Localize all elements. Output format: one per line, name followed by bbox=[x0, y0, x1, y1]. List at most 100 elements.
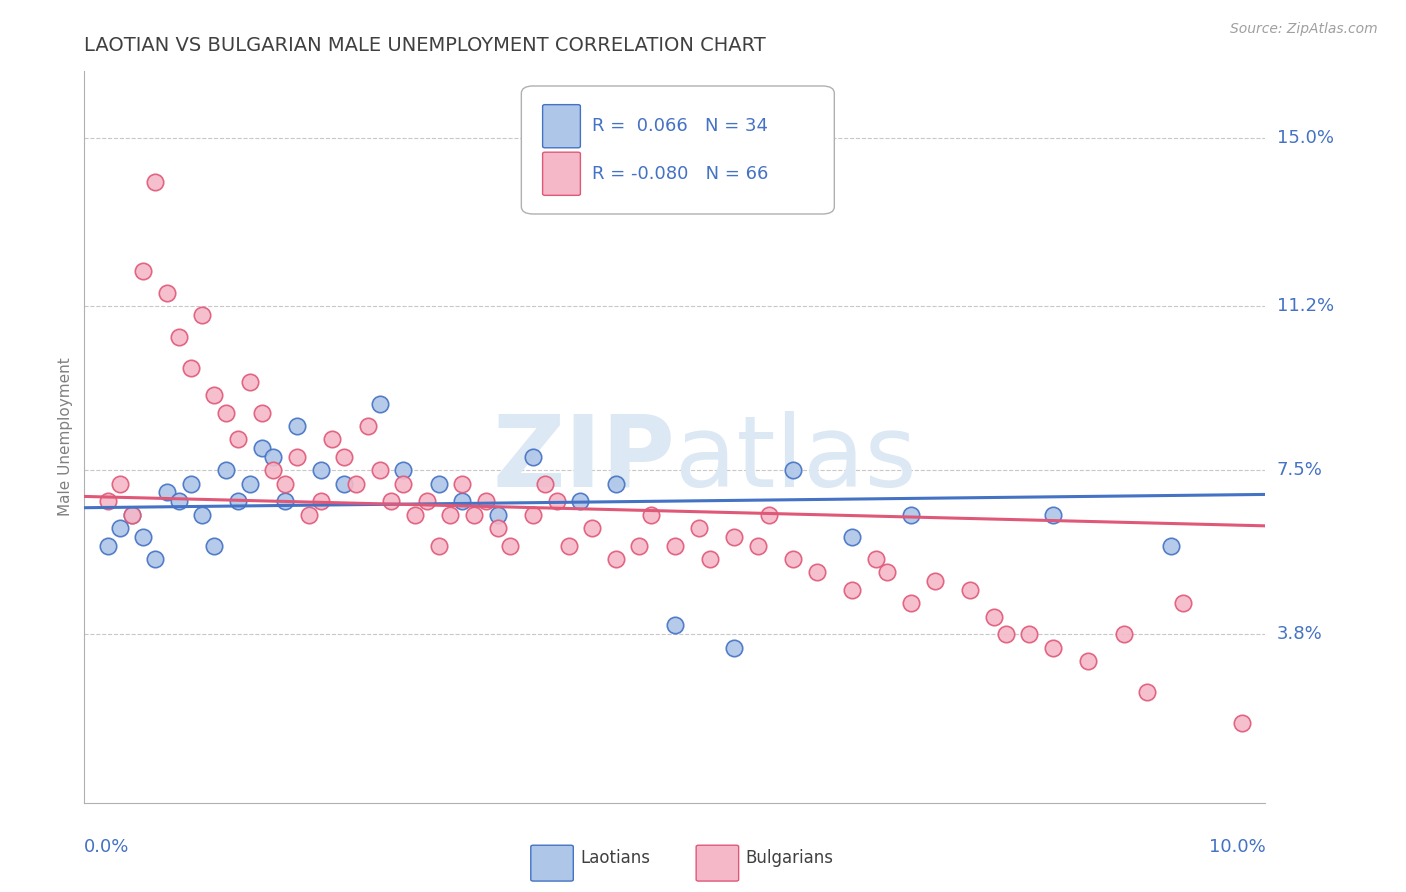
Point bbox=[180, 361, 202, 376]
Point bbox=[439, 508, 461, 522]
FancyBboxPatch shape bbox=[696, 846, 738, 881]
FancyBboxPatch shape bbox=[522, 86, 834, 214]
Point bbox=[108, 476, 131, 491]
Point bbox=[215, 406, 238, 420]
Point bbox=[1171, 596, 1194, 610]
Point bbox=[569, 494, 592, 508]
Point bbox=[262, 450, 284, 464]
Point bbox=[876, 566, 898, 580]
Point bbox=[309, 463, 332, 477]
Text: 11.2%: 11.2% bbox=[1277, 297, 1334, 315]
Point bbox=[226, 494, 249, 508]
Point bbox=[900, 508, 922, 522]
Point bbox=[664, 618, 686, 632]
Point bbox=[557, 539, 579, 553]
Point bbox=[664, 539, 686, 553]
Point bbox=[723, 640, 745, 655]
Point bbox=[416, 494, 439, 508]
Point bbox=[250, 406, 273, 420]
Point bbox=[97, 494, 120, 508]
Point bbox=[239, 375, 262, 389]
Point bbox=[534, 476, 557, 491]
Point bbox=[605, 476, 627, 491]
Point bbox=[262, 463, 284, 477]
Point bbox=[180, 476, 202, 491]
FancyBboxPatch shape bbox=[531, 846, 574, 881]
Text: atlas: atlas bbox=[675, 410, 917, 508]
Point bbox=[581, 521, 603, 535]
Point bbox=[368, 397, 391, 411]
Text: Source: ZipAtlas.com: Source: ZipAtlas.com bbox=[1230, 22, 1378, 37]
Point bbox=[463, 508, 485, 522]
Point bbox=[747, 539, 769, 553]
Point bbox=[486, 508, 509, 522]
Point bbox=[191, 308, 214, 322]
Point bbox=[285, 419, 308, 434]
Point bbox=[782, 463, 804, 477]
Point bbox=[1160, 539, 1182, 553]
Point bbox=[380, 494, 402, 508]
Text: 10.0%: 10.0% bbox=[1209, 838, 1265, 855]
Point bbox=[333, 450, 356, 464]
Point bbox=[900, 596, 922, 610]
Point bbox=[451, 494, 474, 508]
Point bbox=[250, 441, 273, 455]
Point bbox=[841, 582, 863, 597]
Point bbox=[1042, 508, 1064, 522]
Text: ZIP: ZIP bbox=[492, 410, 675, 508]
Text: 7.5%: 7.5% bbox=[1277, 461, 1323, 479]
Point bbox=[298, 508, 321, 522]
Point bbox=[522, 450, 544, 464]
Point bbox=[239, 476, 262, 491]
Point bbox=[357, 419, 380, 434]
Point bbox=[121, 508, 143, 522]
Point bbox=[451, 476, 474, 491]
Point bbox=[167, 494, 190, 508]
Point bbox=[202, 539, 225, 553]
Point bbox=[806, 566, 828, 580]
Text: Bulgarians: Bulgarians bbox=[745, 848, 834, 867]
Point bbox=[309, 494, 332, 508]
Point bbox=[699, 552, 721, 566]
Point bbox=[392, 476, 415, 491]
Y-axis label: Male Unemployment: Male Unemployment bbox=[58, 358, 73, 516]
Text: 3.8%: 3.8% bbox=[1277, 625, 1322, 643]
Point bbox=[546, 494, 568, 508]
Point bbox=[924, 574, 946, 589]
Point bbox=[191, 508, 214, 522]
Point bbox=[321, 432, 343, 446]
FancyBboxPatch shape bbox=[543, 104, 581, 148]
Point bbox=[959, 582, 981, 597]
Point bbox=[1077, 654, 1099, 668]
Point bbox=[983, 609, 1005, 624]
Point bbox=[1136, 685, 1159, 699]
Point bbox=[368, 463, 391, 477]
Point bbox=[274, 476, 297, 491]
Point bbox=[1230, 716, 1253, 731]
Text: 15.0%: 15.0% bbox=[1277, 128, 1333, 147]
Point bbox=[498, 539, 520, 553]
Point bbox=[167, 330, 190, 344]
FancyBboxPatch shape bbox=[543, 153, 581, 195]
Point bbox=[143, 552, 166, 566]
Text: R = -0.080   N = 66: R = -0.080 N = 66 bbox=[592, 165, 769, 183]
Point bbox=[202, 388, 225, 402]
Point bbox=[605, 552, 627, 566]
Point bbox=[274, 494, 297, 508]
Text: Laotians: Laotians bbox=[581, 848, 651, 867]
Point bbox=[758, 508, 780, 522]
Point bbox=[156, 485, 179, 500]
Point bbox=[1018, 627, 1040, 641]
Point bbox=[841, 530, 863, 544]
Point bbox=[1042, 640, 1064, 655]
Point bbox=[226, 432, 249, 446]
Point bbox=[132, 530, 155, 544]
Point bbox=[486, 521, 509, 535]
Point bbox=[475, 494, 498, 508]
Point bbox=[427, 476, 450, 491]
Point bbox=[1112, 627, 1135, 641]
Point bbox=[108, 521, 131, 535]
Point bbox=[215, 463, 238, 477]
Point bbox=[865, 552, 887, 566]
Point bbox=[688, 521, 710, 535]
